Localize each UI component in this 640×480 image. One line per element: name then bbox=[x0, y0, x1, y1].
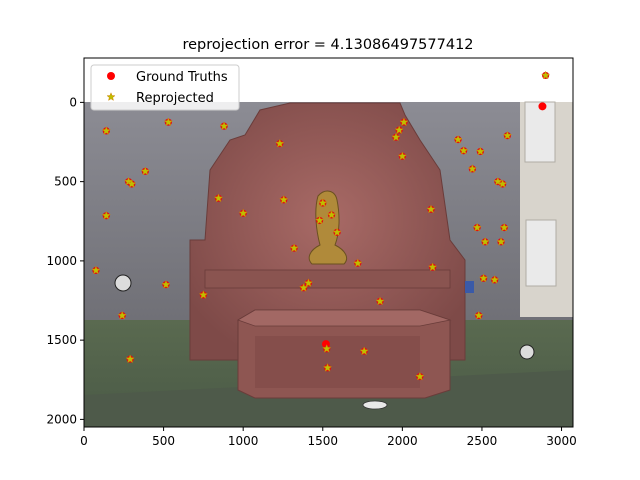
y-tick-label: 1000 bbox=[46, 254, 77, 268]
reprojected-point bbox=[472, 222, 482, 232]
reprojected-point bbox=[323, 363, 333, 372]
x-tick-label: 1500 bbox=[307, 434, 338, 448]
y-tick-label: 500 bbox=[54, 175, 77, 189]
photo-basin-rim bbox=[237, 309, 452, 327]
chart-title: reprojection error = 4.13086497577412 bbox=[182, 37, 473, 53]
reprojected-point bbox=[101, 210, 111, 220]
reprojected-point bbox=[397, 151, 407, 161]
legend: Ground Truths Reprojected bbox=[90, 64, 240, 111]
reprojected-point bbox=[475, 146, 485, 156]
photo-window-upper bbox=[524, 101, 556, 163]
ground-truth-point bbox=[538, 102, 547, 111]
reprojected-point bbox=[399, 117, 409, 127]
photo-marker-left bbox=[114, 274, 132, 292]
reprojected-point bbox=[219, 121, 229, 131]
reprojected-point bbox=[426, 204, 436, 214]
reprojected-point bbox=[467, 164, 477, 173]
plot-area bbox=[83, 57, 574, 428]
legend-marker-ground-truths bbox=[107, 72, 115, 80]
reprojected-point bbox=[428, 262, 438, 272]
reprojected-point bbox=[318, 198, 328, 207]
reprojected-series bbox=[91, 70, 551, 381]
reprojected-point bbox=[213, 193, 224, 203]
reprojected-point bbox=[394, 125, 404, 134]
y-axis: 0 500 1000 1500 2000 bbox=[46, 95, 84, 426]
photo-blue-box bbox=[465, 281, 474, 293]
reprojected-point bbox=[125, 354, 135, 364]
photo-ornament-band bbox=[204, 269, 451, 289]
reprojected-point bbox=[474, 310, 484, 320]
reprojected-point bbox=[140, 166, 150, 176]
photo-fish-sculpture bbox=[308, 190, 348, 265]
reprojected-point bbox=[299, 283, 309, 292]
reprojected-point bbox=[353, 258, 363, 268]
reprojected-point bbox=[332, 227, 342, 237]
reprojected-point bbox=[391, 132, 401, 142]
x-tick-label: 2000 bbox=[387, 434, 418, 448]
reprojected-point bbox=[541, 70, 551, 80]
x-tick-label: 3000 bbox=[546, 434, 577, 448]
y-tick-label: 1500 bbox=[46, 333, 77, 347]
photo-marker-right bbox=[519, 344, 535, 360]
y-tick-label: 0 bbox=[69, 95, 77, 109]
legend-marker-reprojected bbox=[106, 92, 116, 101]
legend-label-reprojected: Reprojected bbox=[136, 91, 214, 106]
reprojected-point bbox=[315, 215, 325, 225]
photo-marker-ground bbox=[362, 400, 388, 410]
x-tick-label: 2500 bbox=[467, 434, 498, 448]
reprojected-point bbox=[161, 279, 171, 289]
reprojected-point bbox=[198, 290, 208, 299]
reprojected-point bbox=[490, 275, 500, 284]
reprojected-point bbox=[327, 210, 337, 219]
reprojected-point bbox=[91, 265, 101, 275]
legend-label-ground-truths: Ground Truths bbox=[136, 70, 228, 85]
reprojected-point bbox=[322, 344, 332, 353]
reprojected-point bbox=[493, 176, 503, 186]
x-tick-label: 500 bbox=[152, 434, 175, 448]
reprojected-point bbox=[375, 296, 385, 306]
reprojected-point bbox=[117, 310, 127, 320]
reprojected-point bbox=[303, 278, 313, 287]
reprojected-point bbox=[101, 126, 111, 135]
legend-box bbox=[90, 64, 240, 111]
reprojected-point bbox=[359, 346, 369, 356]
x-axis: 0 500 1000 1500 2000 2500 3000 bbox=[80, 427, 577, 448]
background-photo bbox=[84, 101, 573, 427]
reprojected-point bbox=[459, 145, 469, 155]
reprojected-point bbox=[498, 179, 508, 188]
photo-window-lower bbox=[525, 219, 557, 287]
reprojected-point bbox=[496, 237, 506, 246]
reprojected-point bbox=[275, 138, 285, 148]
reprojected-point bbox=[480, 237, 490, 246]
reprojected-point bbox=[279, 195, 289, 204]
reprojected-point bbox=[502, 130, 512, 140]
reprojected-point bbox=[238, 208, 248, 218]
reprojected-point bbox=[453, 134, 463, 144]
reprojected-point bbox=[479, 273, 489, 283]
x-tick-label: 0 bbox=[80, 434, 88, 448]
axes-frame bbox=[83, 57, 574, 428]
reprojected-point bbox=[127, 179, 137, 188]
y-tick-label: 2000 bbox=[46, 412, 77, 426]
photo-basin-panel bbox=[255, 336, 420, 388]
x-tick-label: 1000 bbox=[228, 434, 259, 448]
reprojected-point bbox=[163, 117, 173, 127]
reprojected-point bbox=[415, 371, 425, 381]
reprojected-point bbox=[289, 243, 299, 253]
reprojected-point bbox=[499, 222, 509, 232]
